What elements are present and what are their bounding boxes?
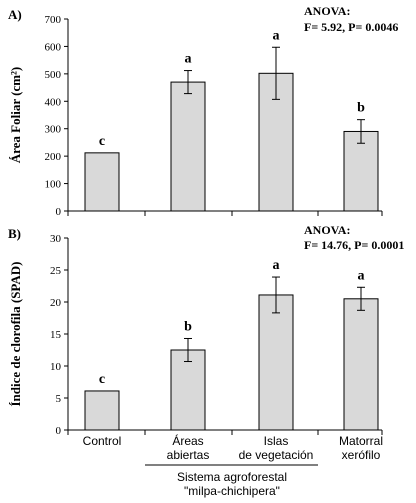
significance-letter: c — [99, 372, 105, 387]
panel-a-foliar-area-chart: 0 100 200 300 400 500 600 700 c a a b A) Área Foliar … — [8, 4, 398, 218]
significance-letter: a — [273, 258, 280, 273]
y-axis-label: Índice de clorofila (SPAD) — [8, 261, 23, 406]
bar — [84, 152, 120, 212]
x-category-label: xerófilo — [342, 448, 381, 462]
significance-letter: c — [99, 134, 105, 149]
y-tick-label: 0 — [56, 425, 62, 437]
y-tick-label: 200 — [45, 151, 62, 163]
group-label-text: Sistema agroforestal — [177, 470, 287, 484]
bar — [258, 294, 294, 431]
group-label: Sistema agroforestal"milpa-chichipera" — [145, 464, 318, 498]
anova-annotation: F= 14.76, P= 0.0001 — [304, 238, 404, 252]
y-tick-label: 5 — [56, 393, 62, 405]
y-tick-label: 300 — [45, 124, 62, 136]
x-category-label: Islas — [264, 434, 289, 448]
significance-letter: a — [273, 28, 280, 43]
group-label-text: "milpa-chichipera" — [184, 484, 280, 498]
y-tick-label: 15 — [50, 329, 62, 341]
y-tick-label: 400 — [45, 96, 62, 108]
y-tick-label: 0 — [56, 206, 62, 218]
x-category-label: Áreas — [172, 433, 203, 448]
y-tick-label: 20 — [50, 297, 62, 309]
bar — [84, 390, 120, 431]
bar — [170, 81, 206, 212]
significance-letter: a — [185, 52, 192, 67]
panel-label: A) — [8, 7, 22, 22]
bar — [343, 298, 379, 431]
anova-annotation: ANOVA: — [304, 4, 350, 18]
significance-letter: b — [357, 101, 365, 116]
significance-letter: b — [184, 319, 192, 334]
y-tick-label: 100 — [45, 179, 62, 191]
y-tick-label: 10 — [50, 361, 62, 373]
y-tick-label: 25 — [50, 265, 62, 277]
y-tick-label: 500 — [45, 69, 62, 81]
y-tick-label: 30 — [50, 233, 62, 245]
anova-annotation: F= 5.92, P= 0.0046 — [304, 20, 398, 34]
x-category-label: Control — [83, 434, 122, 448]
bar — [343, 130, 379, 212]
anova-annotation: ANOVA: — [304, 223, 350, 237]
significance-letter: a — [358, 268, 365, 283]
panel-label: B) — [8, 226, 21, 241]
x-category-label: abiertas — [167, 448, 210, 462]
y-tick-label: 700 — [45, 14, 62, 26]
y-axis-label: Área Foliar (cm²) — [8, 67, 23, 164]
x-category-label: Matorral — [339, 434, 383, 448]
y-tick-label: 600 — [45, 41, 62, 53]
panel-b-chlorophyll-chart: 0 5 10 15 20 25 30 c b a a B) Índice de clorofila (S… — [8, 223, 404, 437]
x-category-label: de vegetación — [239, 448, 314, 462]
